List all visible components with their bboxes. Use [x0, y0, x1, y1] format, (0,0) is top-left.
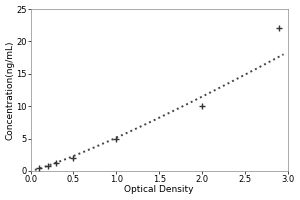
X-axis label: Optical Density: Optical Density [124, 185, 194, 194]
Y-axis label: Concentration(ng/mL): Concentration(ng/mL) [6, 40, 15, 140]
